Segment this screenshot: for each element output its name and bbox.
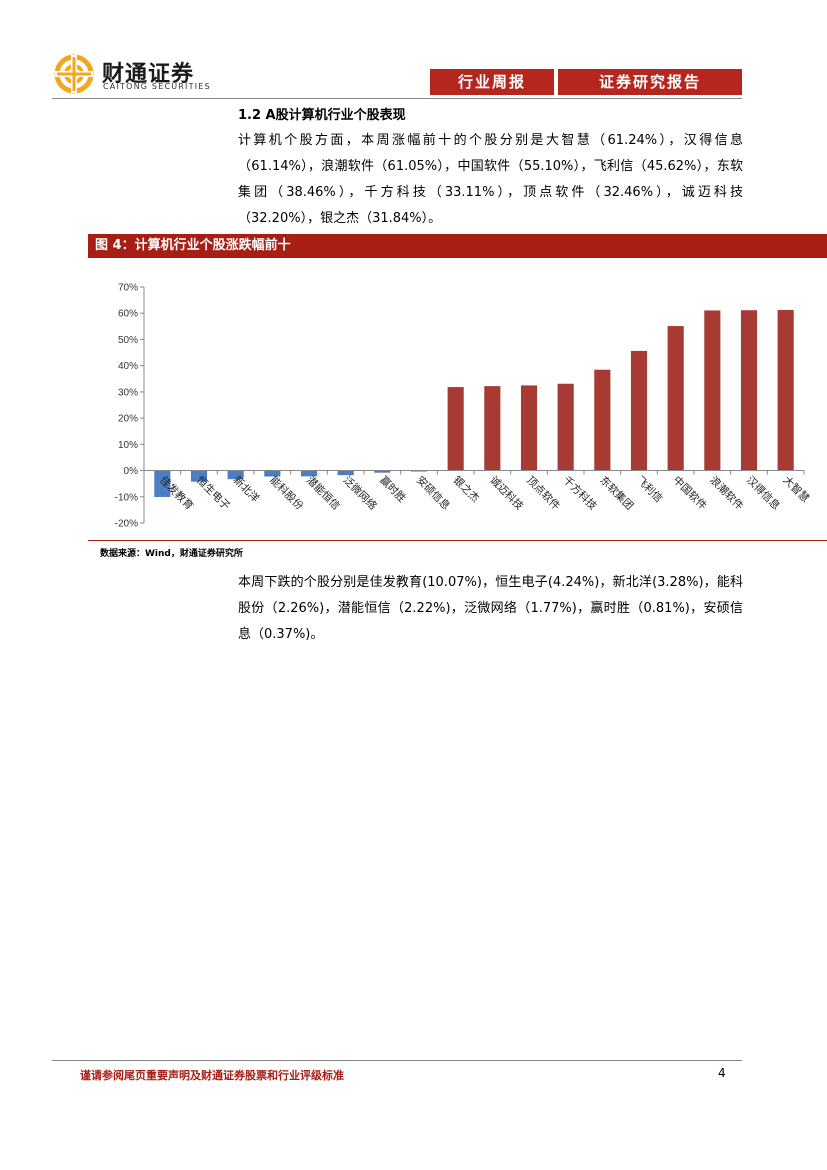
footer-disclaimer: 谨请参阅尾页重要声明及财通证券股票和行业评级标准 — [80, 1069, 344, 1082]
chart-bar — [484, 386, 501, 471]
figure-title: 图 4：计算机行业个股涨跌幅前十 — [95, 238, 291, 253]
figure-source: 数据来源：Wind，财通证券研究所 — [100, 549, 243, 559]
figure-title-bar: 图 4：计算机行业个股涨跌幅前十 — [88, 234, 827, 258]
x-category-label: 安硕信息 — [414, 473, 453, 512]
y-tick-label: 20% — [118, 414, 138, 425]
x-category-label: 潜能恒信 — [304, 473, 343, 512]
chart-bar — [630, 350, 648, 471]
footer-divider — [52, 1060, 742, 1061]
x-category-label: 能科股份 — [267, 473, 306, 512]
chart-bar — [264, 470, 281, 477]
x-category-label: 飞利信 — [634, 474, 665, 505]
header-tab-weekly-report: 行业周报 — [430, 69, 554, 95]
x-category-label: 大智慧 — [781, 473, 812, 504]
x-category-label: 浪潮软件 — [707, 473, 746, 512]
x-category-label: 恒生电子 — [194, 473, 233, 512]
caitong-logo-icon — [54, 54, 94, 94]
company-logo: 财通证券 CAITONG SECURITIES — [52, 54, 232, 94]
chart-bar — [190, 470, 208, 482]
chart-bar — [520, 385, 538, 471]
section-title: 1.2 A股计算机行业个股表现 — [238, 108, 406, 123]
logo-chinese-name: 财通证券 — [102, 61, 195, 87]
x-category-label: 千方科技 — [561, 473, 600, 512]
y-tick-label: 40% — [118, 361, 138, 372]
header-tab-research-report: 证券研究报告 — [558, 69, 742, 95]
chart-bar — [154, 470, 171, 497]
x-category-label: 银之杰 — [451, 473, 483, 505]
y-tick-label: 50% — [118, 335, 138, 346]
chart-bar — [557, 383, 574, 471]
header-divider — [52, 98, 742, 99]
chart-bar — [704, 310, 721, 471]
y-tick-label: 30% — [118, 387, 138, 398]
page-number: 4 — [718, 1066, 726, 1080]
chart-bar — [337, 470, 354, 476]
y-tick-label: 60% — [118, 309, 138, 320]
x-category-label: 汉得信息 — [744, 473, 783, 512]
chart-bar — [227, 470, 244, 480]
x-category-label: 泛微网络 — [341, 473, 380, 512]
chart-bar — [777, 309, 794, 471]
figure-bottom-divider — [88, 540, 827, 541]
bar-chart: 70%60%50%40%30%20%10%0%-10%-20%佳发教育恒生电子新… — [115, 283, 812, 530]
chart-bar — [667, 326, 684, 471]
chart-bar — [447, 387, 464, 471]
paragraph-top-gainers: 计算机个股方面，本周涨幅前十的个股分别是大智慧（61.24%），汉得信息（61.… — [238, 133, 743, 226]
y-tick-label: 70% — [118, 283, 138, 294]
y-tick-label: 0% — [124, 466, 139, 477]
x-category-label: 东软集团 — [597, 473, 636, 512]
chart-bar — [374, 470, 391, 473]
x-category-label: 新北洋 — [231, 473, 263, 505]
x-category-label: 诚迈科技 — [487, 473, 526, 512]
y-tick-label: 10% — [118, 440, 138, 451]
x-category-label: 中国软件 — [671, 473, 710, 512]
y-tick-label: -10% — [115, 492, 138, 503]
paragraph-decliners: 本周下跌的个股分别是佳发教育(10.07%)，恒生电子(4.24%)，新北洋(3… — [238, 575, 743, 642]
x-category-label: 顶点软件 — [524, 473, 563, 512]
chart-bar — [594, 369, 611, 471]
x-category-label: 赢时胜 — [377, 473, 409, 505]
chart-bar — [300, 470, 318, 477]
chart-bar — [740, 310, 758, 471]
logo-english-name: CAITONG SECURITIES — [103, 82, 211, 91]
y-tick-label: -20% — [115, 519, 138, 530]
